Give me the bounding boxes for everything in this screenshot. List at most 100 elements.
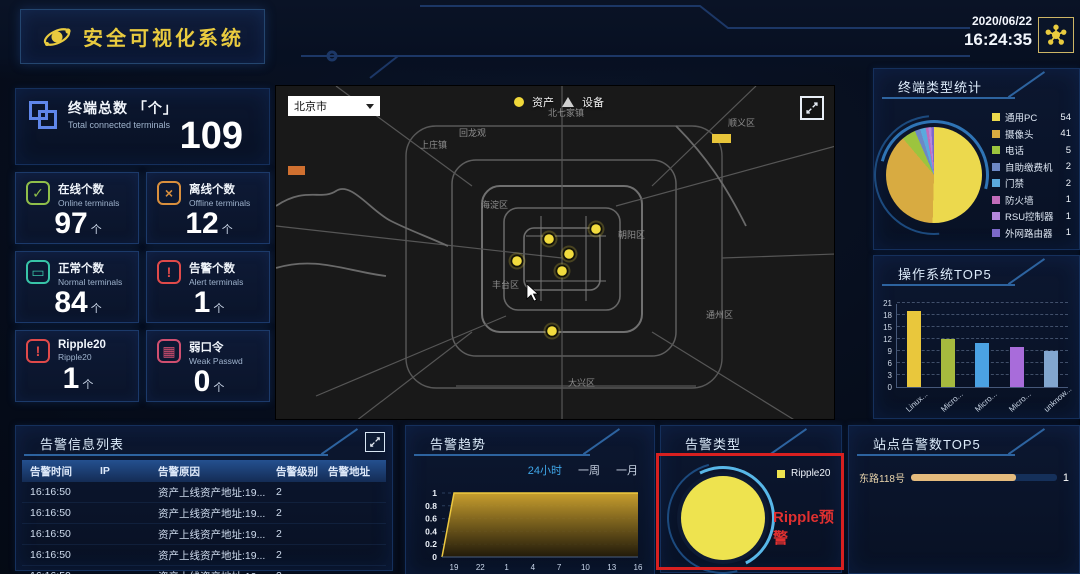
legend-item[interactable]: 摄像头 41	[992, 126, 1071, 143]
svg-text:10: 10	[581, 563, 590, 572]
svg-text:16: 16	[634, 563, 643, 572]
keyboard-icon: ▦	[157, 339, 181, 363]
map-place-label: 通州区	[706, 310, 733, 320]
card-unit: 个	[82, 379, 94, 391]
ripple-warning-label: Ripple预警	[773, 509, 834, 547]
svg-text:13: 13	[607, 563, 616, 572]
os-bar-chart: 0 3 6 9 12 15 18 21 Linux... Micro... Micro... Mic…	[874, 286, 1079, 418]
card-title: 离线个数	[189, 184, 235, 196]
card-value: 97	[54, 207, 88, 240]
asset-marker	[512, 256, 522, 266]
card-title: 在线个数	[58, 184, 104, 196]
alert-trend-panel: 告警趋势 24小时 一周 一月 1 0.8 0.6 0.4 0.2 0 19 22 1 4 7 10 1…	[405, 425, 655, 574]
network-topology-button[interactable]	[1038, 17, 1074, 53]
highway-badge	[288, 166, 305, 175]
card-value: 12	[185, 207, 219, 240]
alert-icon: !	[26, 339, 50, 363]
legend-swatch	[992, 212, 1000, 221]
asset-legend-label: 资产	[532, 97, 554, 109]
terminal-type-legend: 通用PC 54 摄像头 41 电话 5 自助缴费机 2 门禁 2 防火墙 1 RSU控制器 1…	[992, 109, 1071, 241]
alert-type-pie	[646, 441, 800, 574]
card-title: 弱口令	[189, 342, 224, 354]
total-title: 终端总数 「个」	[68, 100, 178, 116]
legend-item[interactable]: 通用PC 54	[992, 109, 1071, 126]
panel-title: 操作系统TOP5	[874, 256, 1079, 286]
os-bar	[1009, 347, 1024, 387]
card-subtitle: Online terminals	[58, 198, 120, 208]
app-title: 安全可视化系统	[83, 28, 244, 50]
card-unit: 个	[213, 382, 225, 394]
asset-marker	[547, 326, 557, 336]
legend-item[interactable]: 防火墙 1	[992, 192, 1071, 209]
terminals-icon	[28, 100, 58, 130]
legend-item[interactable]: 外网路由器 1	[992, 225, 1071, 242]
legend-item[interactable]: 电话 5	[992, 142, 1071, 159]
tab-24h[interactable]: 24小时	[527, 465, 562, 477]
total-terminals-card: 终端总数 「个」 Total connected terminals 109	[15, 88, 270, 165]
time-label: 16:24:35	[963, 30, 1032, 49]
atom-logo-icon	[43, 27, 71, 46]
table-expand-button[interactable]	[365, 432, 385, 452]
total-subtitle: Total connected terminals	[68, 120, 171, 130]
os-bar	[907, 311, 922, 387]
card-value: 0	[193, 365, 211, 398]
map-place-label: 上庄镇	[420, 139, 447, 150]
card-unit: 个	[213, 303, 225, 315]
legend-swatch	[777, 469, 785, 478]
site-label: 东路118号	[859, 474, 905, 485]
legend-swatch	[992, 162, 1000, 171]
mouse-cursor	[526, 283, 540, 302]
site-bar-row: 东路118号 1	[859, 470, 1069, 486]
app-logo: 安全可视化系统	[20, 9, 265, 64]
panel-title: 站点告警数TOP5	[849, 426, 1079, 456]
card-unit: 个	[221, 224, 233, 236]
card-value: 1	[62, 362, 80, 395]
terminal-type-panel: 终端类型统计 通用PC 54 摄像头 41 电话 5 自助缴费机 2 门禁 2 防火墙 1 …	[849, 68, 1080, 260]
site-bar-fill	[910, 474, 1017, 481]
tab-week[interactable]: 一周	[578, 465, 600, 477]
card-value: 1	[193, 286, 211, 319]
trend-tabs: 24小时 一周 一月	[528, 462, 638, 478]
tab-month[interactable]: 一月	[616, 465, 638, 477]
online-card: ✓ 在线个数 Online terminals 97 个	[15, 172, 139, 244]
legend-swatch	[992, 146, 1000, 155]
card-subtitle: Normal terminals	[58, 277, 123, 287]
trend-area-chart: 1 0.8 0.6 0.4 0.2 0 19 22 1 4 7 10 13 16	[425, 488, 643, 572]
region-select[interactable]: 北京市	[288, 96, 380, 116]
device-legend-label: 设备	[582, 97, 604, 109]
svg-text:0.6: 0.6	[425, 514, 437, 524]
legend-swatch	[992, 228, 1000, 237]
svg-text:19: 19	[450, 563, 459, 572]
alert-list-panel: 告警信息列表 告警时间 IP 告警原因 告警级别 告警地址 16:16:50 资产上线…	[15, 425, 393, 574]
legend-item[interactable]: Ripple20 1	[777, 468, 858, 479]
panel-title: 终端类型统计	[874, 69, 1079, 99]
alert-table: 告警时间 IP 告警原因 告警级别 告警地址 16:16:50 资产上线资产地址:19…	[22, 460, 386, 574]
total-value: 109	[179, 115, 243, 157]
svg-text:0.8: 0.8	[425, 501, 437, 511]
plot-area	[896, 302, 1068, 388]
map-expand-button[interactable]	[800, 96, 824, 120]
card-value: 84	[54, 286, 88, 319]
card-subtitle: Alert terminals	[189, 277, 244, 287]
legend-item[interactable]: 自助缴费机 2	[992, 159, 1071, 176]
legend-swatch	[992, 195, 1000, 204]
circuit-decoration	[301, 5, 970, 79]
card-subtitle: Weak Passwd	[189, 356, 243, 366]
pie-chart	[886, 127, 982, 223]
beijing-map[interactable]: 北七家镇 顺义区 回龙观 上庄镇 海淀区 朝阳区 丰台区 通州区 大兴区 北京市 资产 设备	[275, 85, 835, 420]
legend-item[interactable]: 门禁 2	[992, 175, 1071, 192]
legend-item[interactable]: RSU控制器 1	[992, 208, 1071, 225]
svg-text:7: 7	[557, 563, 562, 572]
map-place-label: 海淀区	[481, 199, 508, 210]
y-axis-ticks: 0 3 6 9 12 15 18 21	[883, 299, 892, 392]
svg-text:1: 1	[504, 563, 509, 572]
